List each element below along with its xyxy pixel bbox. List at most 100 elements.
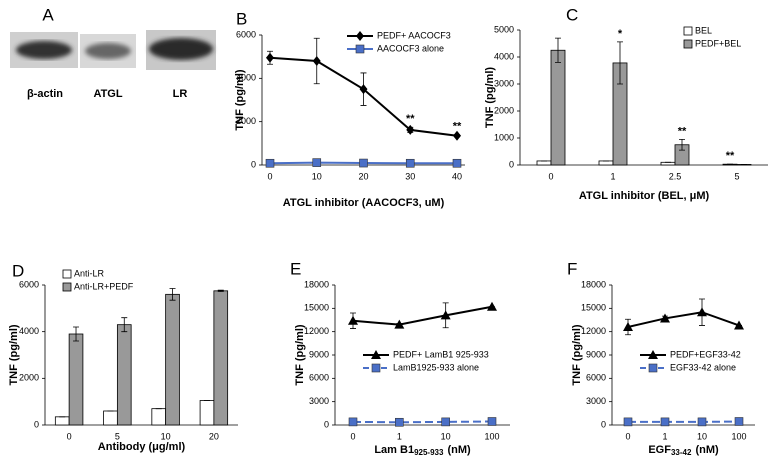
- bar: [116, 324, 132, 426]
- bar: [536, 160, 552, 166]
- legend-marker: [648, 350, 658, 359]
- x-axis-label-part: (nM): [695, 444, 719, 456]
- marker: [406, 124, 415, 135]
- x-tick-label: 0: [548, 171, 553, 181]
- y-tick-label: 6000: [586, 373, 606, 383]
- y-tick-label: 9000: [586, 349, 606, 359]
- y-tick-label: 12000: [304, 326, 329, 336]
- marker: [734, 320, 744, 330]
- error-bar: [121, 317, 128, 333]
- legend-swatch: [62, 269, 72, 279]
- y-tick-label: 6000: [19, 279, 39, 289]
- marker: [487, 417, 497, 426]
- legend-label: AACOCF3 alone: [377, 43, 444, 53]
- panel-letter: E: [290, 259, 301, 278]
- y-tick-label: 5000: [494, 24, 514, 34]
- x-tick-label: 0: [350, 431, 355, 441]
- y-axis-label: TNF (pg/ml): [484, 67, 496, 128]
- panel-letter: F: [567, 259, 577, 278]
- series-line: [352, 420, 493, 424]
- bar: [54, 416, 70, 426]
- legend-label: Anti-LR+PEDF: [74, 281, 134, 291]
- y-axis-label: TNF (pg/ml): [571, 324, 583, 385]
- marker: [265, 158, 275, 168]
- x-axis-label-part: 33-42: [671, 448, 692, 457]
- y-tick-label: 3000: [494, 78, 514, 88]
- y-axis-label: TNF (pg/ml): [8, 324, 20, 385]
- marker: [266, 52, 274, 63]
- marker: [697, 417, 707, 427]
- x-tick-label: 1: [662, 431, 667, 441]
- x-tick-label: 0: [67, 431, 72, 441]
- y-tick-label: 1000: [494, 132, 514, 142]
- legend-label: EGF33-42 alone: [670, 362, 736, 372]
- annotation: **: [406, 113, 415, 125]
- bar: [660, 161, 676, 166]
- marker: [440, 310, 451, 320]
- y-axis-label: TNF (pg/ml): [234, 69, 246, 130]
- x-axis-label: Antibody (μg/ml): [98, 441, 186, 453]
- marker: [487, 301, 497, 311]
- y-tick-label: 3000: [309, 396, 329, 406]
- panel-letter: C: [566, 5, 578, 24]
- bar: [165, 293, 180, 426]
- x-axis-label: EGF33-42 (nM): [648, 444, 719, 457]
- y-tick-label: 2000: [236, 116, 256, 126]
- marker: [394, 319, 405, 329]
- error-bar: [73, 326, 80, 342]
- series-line: [627, 311, 740, 328]
- x-axis-label-part: EGF: [648, 444, 671, 456]
- x-axis-label: ATGL inhibitor (BEL, μM): [579, 190, 710, 202]
- marker: [312, 56, 321, 66]
- y-tick-label: 3000: [586, 396, 606, 406]
- chart-panel: E 0 3000 6000 9000 12000 15000 18000 0 1 10 100 Lam …: [290, 259, 510, 457]
- x-tick-label: 10: [441, 431, 451, 441]
- lane-label: β-actin: [27, 88, 63, 100]
- legend-label: LamB1925-933 alone: [393, 362, 479, 372]
- x-tick-label: 1: [397, 431, 402, 441]
- x-axis-label-part: 925-933: [414, 448, 444, 457]
- marker: [734, 417, 744, 426]
- y-tick-label: 4000: [494, 51, 514, 61]
- blot-band: [85, 43, 131, 59]
- x-tick-label: 5: [734, 171, 739, 181]
- x-axis-label: Lam B1925-933 (nM): [374, 444, 471, 457]
- y-tick-label: 2000: [19, 373, 39, 383]
- legend-swatch: [683, 26, 693, 36]
- x-tick-label: 20: [209, 431, 219, 441]
- error-bar: [679, 138, 685, 151]
- annotation: *: [618, 28, 623, 40]
- x-tick-label: 0: [625, 431, 630, 441]
- y-tick-label: 4000: [236, 73, 256, 83]
- x-tick-label: 30: [405, 171, 415, 181]
- legend-label: PEDF+BEL: [695, 38, 741, 48]
- y-tick-label: 0: [601, 419, 606, 429]
- legend-label: Anti-LR: [74, 268, 105, 278]
- marker: [697, 307, 707, 317]
- x-tick-label: 100: [484, 431, 499, 441]
- y-tick-label: 6000: [236, 29, 256, 39]
- x-tick-label: 10: [161, 431, 171, 441]
- legend-marker: [371, 363, 381, 373]
- legend-marker: [356, 31, 364, 41]
- marker: [405, 158, 415, 168]
- y-tick-label: 15000: [581, 303, 606, 313]
- marker: [660, 313, 670, 323]
- blot-band: [149, 38, 213, 60]
- y-tick-label: 6000: [309, 373, 329, 383]
- x-tick-label: 100: [731, 431, 746, 441]
- y-tick-label: 0: [251, 159, 256, 169]
- blot-band: [16, 41, 72, 59]
- x-tick-label: 2.5: [669, 171, 682, 181]
- y-tick-label: 18000: [581, 279, 606, 289]
- error-bar: [169, 288, 176, 301]
- y-tick-label: 0: [324, 419, 329, 429]
- legend-swatch: [683, 39, 693, 49]
- y-tick-label: 0: [34, 419, 39, 429]
- legend-label: PEDF+ LamB1 925-933: [393, 349, 489, 359]
- x-axis-label-part: Lam B1: [374, 444, 414, 456]
- y-tick-label: 0: [509, 159, 514, 169]
- bar: [199, 400, 215, 426]
- marker: [453, 130, 461, 141]
- y-axis-label: TNF (pg/ml): [294, 324, 306, 385]
